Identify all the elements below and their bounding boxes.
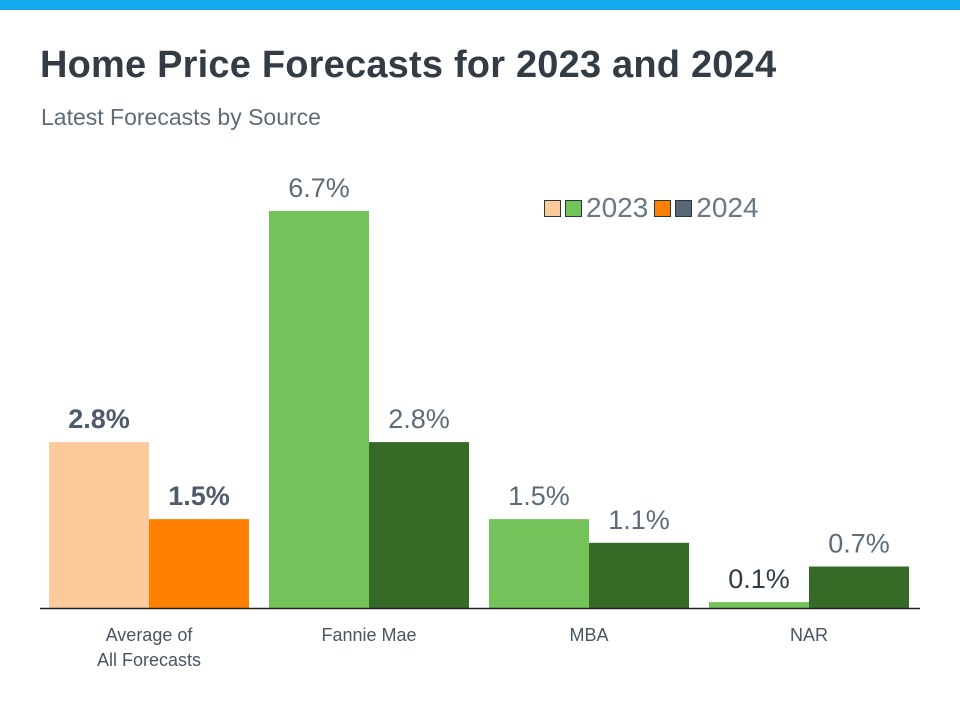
category-label-0: Average of xyxy=(106,625,194,645)
bar-2023-1 xyxy=(269,211,369,608)
legend-swatch-2024-sources xyxy=(675,199,693,217)
bar-2023-0 xyxy=(49,442,149,608)
bar-2023-2 xyxy=(489,519,589,608)
data-label-2024-0: 1.5% xyxy=(168,481,230,511)
bar-2024-1 xyxy=(369,442,469,608)
data-label-2023-2: 1.5% xyxy=(508,481,570,511)
bar-2023-3 xyxy=(709,602,809,608)
legend-swatch-2023-sources xyxy=(565,199,582,217)
legend-swatch-2023-average xyxy=(544,199,561,217)
data-label-2023-3: 0.1% xyxy=(728,564,790,594)
data-label-2023-0: 2.8% xyxy=(68,404,130,434)
chart-subtitle: Latest Forecasts by Source xyxy=(41,104,321,130)
bar-2024-2 xyxy=(589,542,689,608)
category-label-3: NAR xyxy=(790,625,828,645)
bar-2024-0 xyxy=(149,519,249,608)
bar-2024-3 xyxy=(809,566,909,608)
category-label-1: Fannie Mae xyxy=(321,625,416,645)
data-label-2024-1: 2.8% xyxy=(388,404,450,434)
top-accent-bar xyxy=(0,0,960,10)
category-label-0: All Forecasts xyxy=(97,650,201,670)
legend-swatch-2024-average xyxy=(654,199,672,217)
legend-label-2023: 2023 xyxy=(586,192,649,223)
chart-title: Home Price Forecasts for 2023 and 2024 xyxy=(40,44,777,86)
data-label-2023-1: 6.7% xyxy=(288,173,350,203)
legend-label-2024: 2024 xyxy=(696,192,759,223)
data-label-2024-2: 1.1% xyxy=(608,505,670,535)
category-label-2: MBA xyxy=(569,625,608,645)
data-label-2024-3: 0.7% xyxy=(828,529,890,559)
legend: 2023 2024 xyxy=(544,192,765,224)
